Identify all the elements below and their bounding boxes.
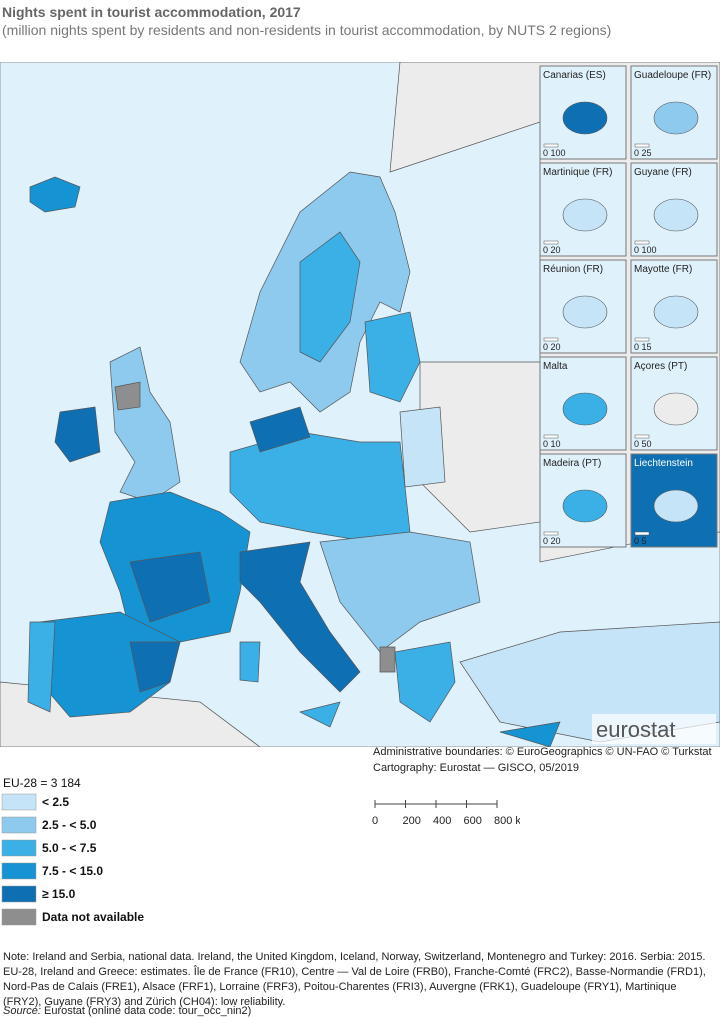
inset-label: Guadeloupe (FR) [634, 70, 711, 81]
scale-bar: 0 200 400 600 800 km [372, 800, 520, 827]
note: Note: Ireland and Serbia, national data.… [3, 951, 706, 1008]
inset-land [562, 392, 608, 426]
inset-scale-bar [634, 434, 650, 439]
inset-scale: 0 10 [543, 439, 561, 449]
inset-label: Canarias (ES) [543, 70, 606, 81]
inset-land [562, 489, 608, 523]
legend-swatch [1, 816, 37, 834]
scale-label: 200 [403, 815, 421, 827]
credit: Administrative boundaries: © EuroGeograp… [373, 746, 712, 758]
legend-total: EU-28 = 3 184 [3, 776, 81, 790]
legend-swatch [1, 793, 37, 811]
source: Source: Eurostat (online data code: tour… [3, 1005, 251, 1017]
inset-land [653, 101, 699, 135]
scale-label: 600 [464, 815, 482, 827]
inset-scale: 0 20 [543, 536, 561, 546]
legend-label: 7.5 - < 15.0 [42, 864, 103, 878]
inset-scale: 0 50 [634, 439, 652, 449]
inset-label: Martinique (FR) [543, 167, 612, 178]
inset-scale: 0 15 [634, 342, 652, 352]
inset-scale-bar [543, 143, 559, 148]
inset-land [653, 295, 699, 329]
credit: Cartography: Eurostat — GISCO, 05/2019 [373, 762, 580, 774]
inset-land [562, 101, 608, 135]
inset-label: Mayotte (FR) [634, 264, 692, 275]
legend-swatch [1, 839, 37, 857]
inset-scale-bar [543, 337, 559, 342]
scale-label: 800 km [494, 815, 520, 827]
map: Canarias (ES) 0 100 Guadeloupe (FR) 0 25 Mar… [0, 62, 720, 747]
legend-label: < 2.5 [42, 795, 69, 809]
legend-label: ≥ 15.0 [42, 887, 76, 901]
inset-label: Guyane (FR) [634, 167, 692, 178]
inset-land [653, 489, 699, 523]
inset-scale-bar [634, 337, 650, 342]
inset-frame [630, 356, 718, 451]
scale-label: 400 [433, 815, 451, 827]
legend-swatch [1, 862, 37, 880]
inset-scale: 0 20 [543, 245, 561, 255]
inset-scale: 0 25 [634, 148, 652, 158]
legend-swatch [1, 908, 37, 926]
inset-land [562, 295, 608, 329]
inset-label: Liechtenstein [634, 458, 693, 469]
title: Nights spent in tourist accommodation, 2… [2, 4, 301, 20]
inset-label: Açores (PT) [634, 361, 687, 372]
inset-label: Malta [543, 361, 568, 372]
inset-label: Madeira (PT) [543, 458, 601, 469]
inset-scale-bar [634, 240, 650, 245]
inset-scale-bar [543, 240, 559, 245]
inset-scale: 0 20 [543, 342, 561, 352]
logo-box [592, 714, 716, 744]
logo: eurostat [596, 717, 676, 742]
legend-swatch [1, 885, 37, 903]
inset-land [653, 392, 699, 426]
legend-label: 5.0 - < 7.5 [42, 841, 97, 855]
inset-scale-bar [634, 531, 650, 536]
inset-land [562, 198, 608, 232]
legend: < 2.5 2.5 - < 5.0 5.0 - < 7.5 7.5 - < 15.0 ≥… [1, 793, 144, 926]
scale-label: 0 [372, 815, 378, 827]
inset-land [653, 198, 699, 232]
legend-label: 2.5 - < 5.0 [42, 818, 97, 832]
inset-frame [539, 65, 627, 160]
inset-label: Réunion (FR) [543, 264, 603, 275]
inset-scale-bar [634, 143, 650, 148]
source-label: Source: [3, 1005, 41, 1017]
inset-scale-bar [543, 434, 559, 439]
inset-scale: 0 100 [543, 148, 566, 158]
source-text: Eurostat (online data code: tour_occ_nin… [43, 1005, 252, 1017]
inset-scale: 0 5 [634, 536, 647, 546]
inset-scale-bar [543, 531, 559, 536]
insets: Canarias (ES) 0 100 Guadeloupe (FR) 0 25 Mar… [539, 65, 718, 548]
inset-scale: 0 100 [634, 245, 657, 255]
legend-label: Data not available [42, 910, 144, 924]
subtitle: (million nights spent by residents and n… [2, 22, 612, 38]
